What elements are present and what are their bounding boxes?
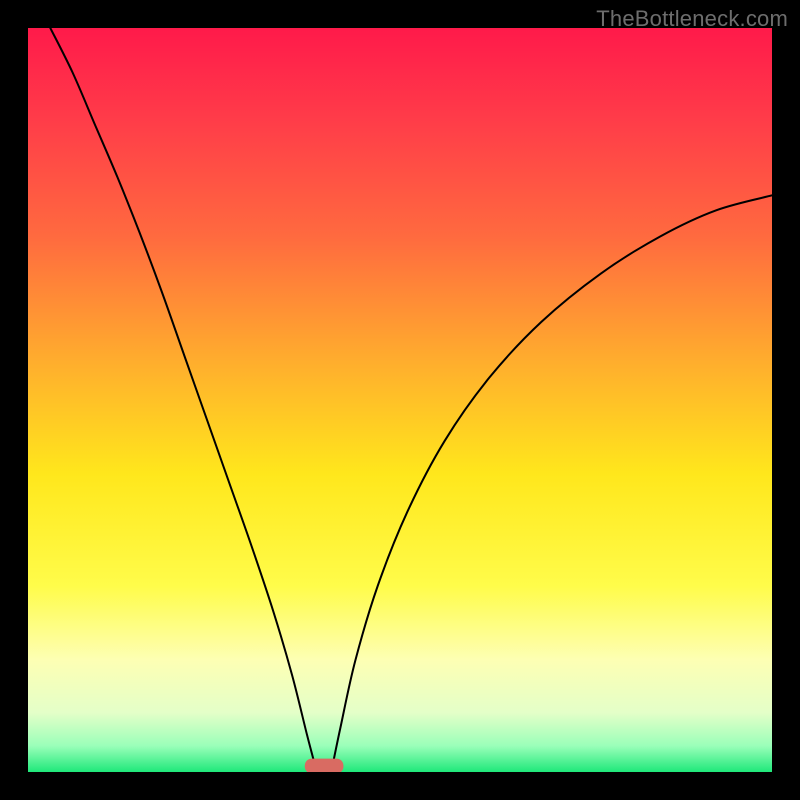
chart-frame: TheBottleneck.com xyxy=(0,0,800,800)
chart-svg xyxy=(28,28,772,772)
plot-area xyxy=(28,28,772,772)
notch-marker xyxy=(305,759,344,772)
gradient-background xyxy=(28,28,772,772)
